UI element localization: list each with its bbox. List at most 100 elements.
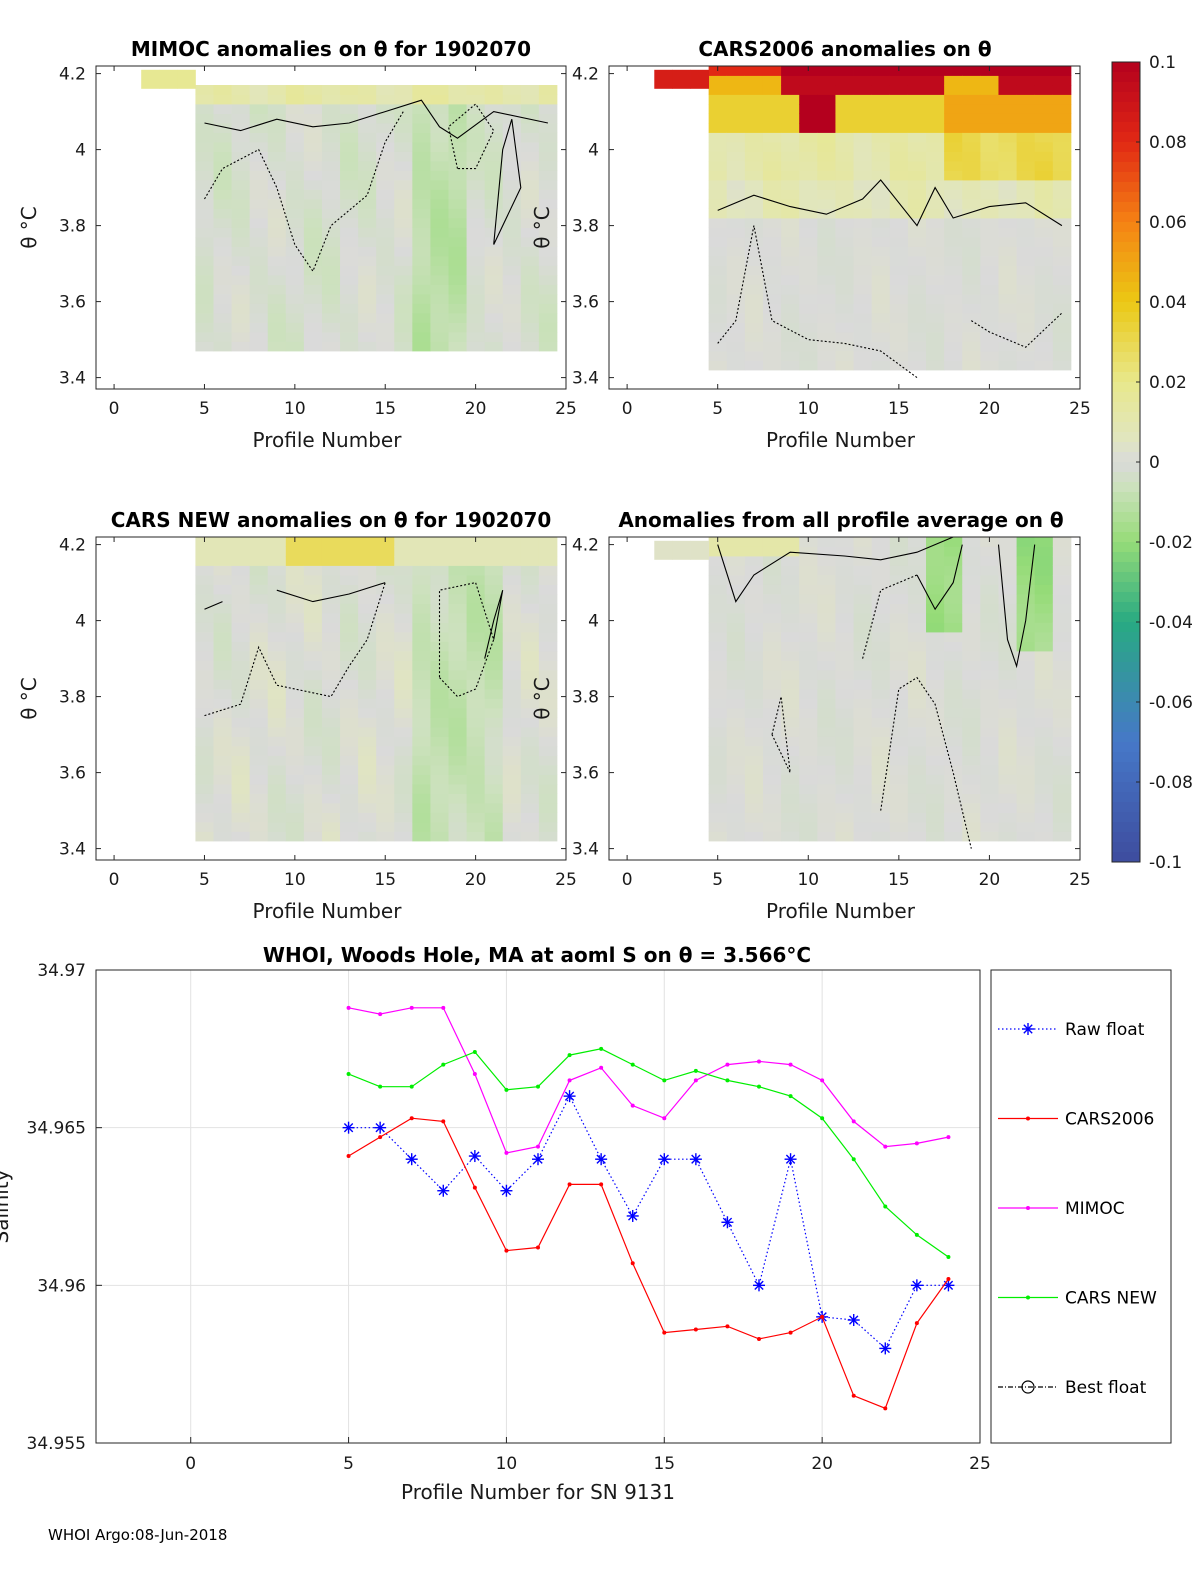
mimoc-cell <box>303 104 323 114</box>
allprofile-cell <box>726 632 746 642</box>
cars2006-cell <box>944 161 963 171</box>
cars2006-cell <box>835 113 854 124</box>
allprofile-cell <box>980 793 999 804</box>
cars2006-cell <box>726 322 746 333</box>
carsnew-cell <box>358 784 377 794</box>
cars2006-cell <box>726 275 746 285</box>
data-point <box>725 1062 730 1067</box>
carsnew-cell <box>394 603 413 614</box>
allprofile-cell <box>889 708 909 718</box>
mimoc-cell <box>520 275 540 285</box>
cars2006-cell <box>980 94 999 105</box>
carsnew-cell <box>195 546 214 557</box>
allprofile-cell <box>998 670 1017 680</box>
cars2006-cell <box>944 104 963 114</box>
cars2006-cell <box>817 303 836 314</box>
carsnew-cell <box>448 651 467 661</box>
carsnew-cell <box>249 708 269 718</box>
carsnew-cell <box>430 641 449 652</box>
cars2006-cell <box>744 180 764 190</box>
carsnew-cell <box>340 594 359 604</box>
carsnew-cell <box>376 622 395 633</box>
allprofile-cell <box>781 565 800 576</box>
allprofile-cell <box>944 822 963 832</box>
cars2006-cell <box>744 218 764 228</box>
carsnew-cell <box>321 746 341 756</box>
carsnew-cell <box>358 774 377 785</box>
colorbar-segment <box>1112 562 1140 573</box>
cars2006-cell <box>762 66 782 76</box>
allprofile-cell <box>744 803 764 813</box>
carsnew-cell <box>520 670 540 680</box>
cars2006-cell <box>926 218 945 228</box>
mimoc-ytick-label: 3.6 <box>59 293 86 313</box>
cars2006-cell <box>926 284 945 295</box>
carsnew-cell <box>321 546 341 557</box>
allprofile-cell <box>835 812 854 823</box>
allprofile-cell <box>817 803 836 813</box>
carsnew-cell <box>340 784 359 794</box>
cars2006-cell <box>799 189 818 200</box>
cars2006-cell <box>744 246 764 257</box>
allprofile-cell <box>744 651 764 661</box>
cars2006-cell <box>871 208 891 219</box>
mimoc-cell <box>538 170 558 181</box>
cars2006-cell <box>762 351 782 361</box>
allprofile-cell <box>962 831 981 842</box>
carsnew-cell <box>466 803 486 813</box>
carsnew-cell <box>321 774 341 785</box>
cars2006-cell <box>744 161 764 171</box>
allprofile-cell <box>817 594 836 604</box>
cars2006-cell <box>944 208 963 219</box>
cars2006-cell <box>781 94 800 105</box>
cars2006-cell <box>744 294 764 304</box>
cars2006-cell <box>781 284 800 295</box>
cars2006-cell <box>926 123 945 133</box>
allprofile-cell <box>781 831 800 842</box>
mimoc-cell <box>321 341 341 352</box>
carsnew-cell <box>502 641 522 652</box>
allprofile-cell <box>1052 537 1072 547</box>
allprofile-cell <box>853 698 873 709</box>
allprofile-cell <box>853 670 873 680</box>
colorbar-segment <box>1112 312 1140 323</box>
cars2006-cell <box>944 256 963 266</box>
mimoc-cell <box>195 142 214 152</box>
carsnew-cell <box>466 632 486 642</box>
carsnew-cell <box>231 727 251 737</box>
allprofile-cell <box>744 727 764 737</box>
cars2006-cell <box>835 85 854 95</box>
allprofile-cell <box>726 765 746 775</box>
allprofile-cell <box>708 822 728 832</box>
allprofile-cell <box>781 698 800 709</box>
cars2006-cell <box>781 351 800 361</box>
carsnew-cell <box>538 556 558 566</box>
mimoc-cell <box>538 313 558 323</box>
allprofile-cell <box>762 812 782 823</box>
cars2006-cell <box>944 265 963 276</box>
cars2006-cell <box>889 332 909 342</box>
mimoc-cell <box>195 180 214 190</box>
cars2006-cell <box>744 332 764 342</box>
cars2006-cell <box>781 66 800 76</box>
cars2006-cell <box>980 75 999 86</box>
carsnew-cell <box>358 622 377 633</box>
data-point <box>504 1087 509 1092</box>
mimoc-cell <box>394 341 413 352</box>
allprofile-cell <box>980 784 999 794</box>
carsnew-cell <box>538 565 558 576</box>
colorbar-segment <box>1112 442 1140 453</box>
cars2006-cell <box>944 199 963 209</box>
data-point <box>472 1049 477 1054</box>
allprofile-cells <box>654 537 1072 842</box>
carsnew-cell <box>358 546 377 557</box>
carsnew-cell <box>213 660 232 671</box>
mimoc-cell <box>520 294 540 304</box>
carsnew-cell <box>249 537 269 547</box>
allprofile-cell <box>835 803 854 813</box>
carsnew-cell <box>412 670 431 680</box>
allprofile-cell <box>835 660 854 671</box>
mimoc-cell <box>430 218 449 228</box>
mimoc-cell <box>267 142 287 152</box>
allprofile-cell <box>817 765 836 775</box>
